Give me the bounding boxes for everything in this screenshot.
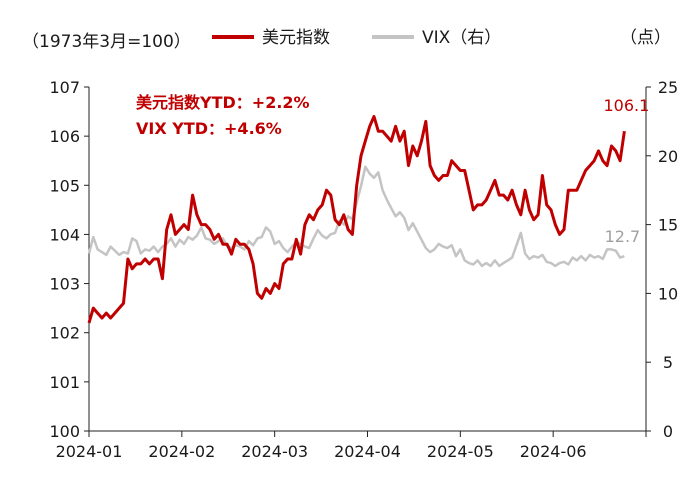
left-tick-label: 105 <box>49 176 80 195</box>
x-tick-label: 2024-06 <box>520 442 587 461</box>
right-tick-label: 10 <box>658 284 678 303</box>
left-tick-label: 106 <box>49 127 80 146</box>
x-tick-label: 2024-04 <box>334 442 401 461</box>
right-axis-unit: （点） <box>620 28 671 48</box>
right-tick-label: 0 <box>663 422 673 441</box>
x-tick-label: 2024-05 <box>427 442 494 461</box>
left-tick-label: 101 <box>49 373 80 392</box>
right-tick-label: 20 <box>658 147 678 166</box>
left-tick-label: 102 <box>49 324 80 343</box>
annotation-usd-ytd: 美元指数YTD：+2.2% <box>136 93 310 112</box>
x-tick-label: 2024-01 <box>56 442 123 461</box>
legend-label-vix: VIX（右） <box>422 28 501 48</box>
left-axis-ticks: 100 101 102 103 104 105 106 107 <box>49 78 89 441</box>
left-tick-label: 103 <box>49 275 80 294</box>
x-axis-ticks: 2024-01 2024-02 2024-03 2024-04 2024-05 2024-… <box>56 431 647 461</box>
legend-label-usd-index: 美元指数 <box>262 28 330 48</box>
left-tick-label: 104 <box>49 225 80 244</box>
series-line-vix <box>87 165 625 268</box>
series-line-usd-index <box>87 115 626 324</box>
right-tick-label: 25 <box>658 78 678 97</box>
x-tick-label: 2024-02 <box>148 442 215 461</box>
annotation-vix-ytd: VIX YTD：+4.6% <box>136 119 282 138</box>
x-tick-label: 2024-03 <box>241 442 308 461</box>
right-tick-label: 5 <box>663 353 673 372</box>
right-axis-ticks: 0 5 10 15 20 25 <box>646 78 678 441</box>
left-tick-label: 100 <box>49 422 80 441</box>
left-tick-label: 107 <box>49 78 80 97</box>
right-tick-label: 15 <box>658 216 678 235</box>
end-label-usd-index: 106.1 <box>604 96 650 115</box>
end-label-vix: 12.7 <box>605 227 641 246</box>
left-axis-unit: （1973年3月=100） <box>22 32 191 52</box>
